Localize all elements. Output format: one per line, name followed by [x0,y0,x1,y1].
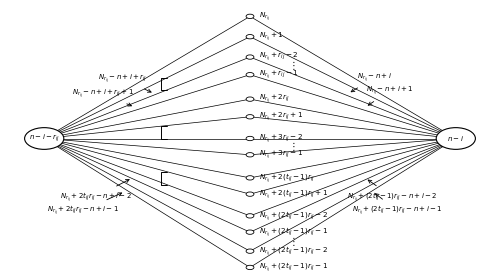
Circle shape [246,176,254,180]
Text: $\vdots$: $\vdots$ [288,235,296,248]
Text: $N_{r_{ij}}+2t_{ij}r_{ij}-n+i-2$: $N_{r_{ij}}+2t_{ij}r_{ij}-n+i-2$ [60,179,132,204]
Text: $N_{r_{ij}}+3r_{ij}-1$: $N_{r_{ij}}+3r_{ij}-1$ [259,148,303,161]
Circle shape [246,153,254,157]
Circle shape [246,35,254,39]
Circle shape [246,73,254,77]
Text: $N_{r_{ij}}+(2t_{ij}-1)r_{ij}-1$: $N_{r_{ij}}+(2t_{ij}-1)r_{ij}-1$ [259,261,328,274]
Text: $N_{r_{ij}}+(2t_{ij}-1)r_{ij}-n+i-2$: $N_{r_{ij}}+(2t_{ij}-1)r_{ij}-n+i-2$ [347,180,438,204]
Text: $N_{r_{ij}}+(2t_{ij}-1)r_{ij}-2$: $N_{r_{ij}}+(2t_{ij}-1)r_{ij}-2$ [259,209,328,223]
Circle shape [246,55,254,59]
Text: $N_{r_{ij}}-n+i+1$: $N_{r_{ij}}-n+i+1$ [366,85,414,105]
Circle shape [246,115,254,119]
Text: $N_{r_{ij}}+1$: $N_{r_{ij}}+1$ [259,30,283,43]
Circle shape [246,136,254,141]
Text: $\vdots$: $\vdots$ [288,140,296,153]
Circle shape [436,128,476,149]
Circle shape [246,265,254,270]
Circle shape [246,97,254,101]
Text: $N_{r_{ij}}-n+i+r_{ij}+1$: $N_{r_{ij}}-n+i+r_{ij}+1$ [72,88,134,106]
Text: $N_{r_{ij}}+2(t_{ij}-1)r_{ij}+1$: $N_{r_{ij}}+2(t_{ij}-1)r_{ij}+1$ [259,187,328,201]
Text: $N_{r_{ij}}$: $N_{r_{ij}}$ [259,10,270,23]
Text: $N_{r_{ij}}+(2t_{ij}-1)r_{ij}-2$: $N_{r_{ij}}+(2t_{ij}-1)r_{ij}-2$ [259,244,328,258]
Text: $N_{r_{ij}}+(2t_{ij}-1)r_{ij}-n+i-1$: $N_{r_{ij}}+(2t_{ij}-1)r_{ij}-n+i-1$ [352,194,442,217]
Text: $N_{r_{ij}}+2r_{ij}$: $N_{r_{ij}}+2r_{ij}$ [259,93,290,106]
Circle shape [24,128,64,149]
Circle shape [246,249,254,253]
Text: $N_{r_{ij}}+2r_{ij}+1$: $N_{r_{ij}}+2r_{ij}+1$ [259,111,303,123]
Text: $N_{r_{ij}}+3r_{ij}-2$: $N_{r_{ij}}+3r_{ij}-2$ [259,132,303,145]
Circle shape [246,214,254,218]
Text: $N_{r_{ij}}+r_{ij}-2$: $N_{r_{ij}}+r_{ij}-2$ [259,51,298,63]
Text: $\vdots$: $\vdots$ [288,59,296,72]
Text: $N_{r_{ij}}+r_{ij}-1$: $N_{r_{ij}}+r_{ij}-1$ [259,68,298,81]
Text: $N_{r_{ij}}-n+i+r_{ij}$: $N_{r_{ij}}-n+i+r_{ij}$ [98,73,151,92]
Text: $N_{r_{ij}}-n+i$: $N_{r_{ij}}-n+i$ [351,71,393,92]
Circle shape [246,192,254,196]
Text: $N_{r_{ij}}+(2t_{ij}-1)r_{ij}-1$: $N_{r_{ij}}+(2t_{ij}-1)r_{ij}-1$ [259,225,328,239]
Circle shape [246,230,254,234]
Circle shape [246,14,254,19]
Text: $N_{r_{ij}}+2t_{ij}r_{ij}-n+i-1$: $N_{r_{ij}}+2t_{ij}r_{ij}-n+i-1$ [48,193,122,217]
Text: $n-i$: $n-i$ [448,134,464,143]
Text: $n-i-r_{ij}$: $n-i-r_{ij}$ [28,133,60,144]
Text: $N_{r_{ij}}+2(t_{ij}-1)r_{ij}$: $N_{r_{ij}}+2(t_{ij}-1)r_{ij}$ [259,171,315,185]
